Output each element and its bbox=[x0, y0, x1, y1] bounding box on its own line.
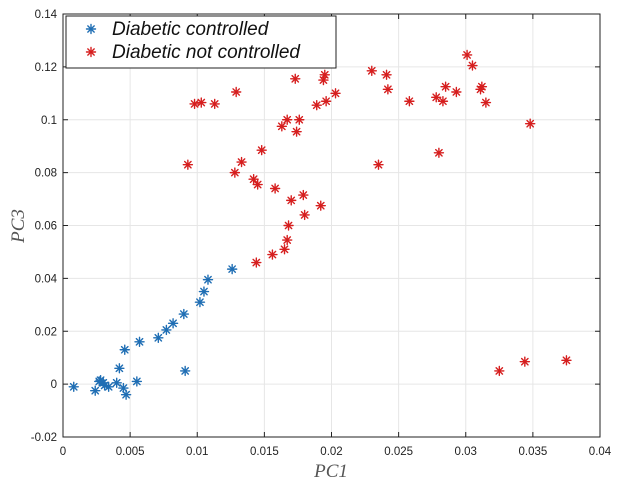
data-point-diabetic-not-controlled bbox=[451, 86, 462, 98]
data-point-diabetic-not-controlled bbox=[298, 189, 309, 201]
y-tick-label: 0.12 bbox=[35, 62, 57, 74]
data-point-diabetic-not-controlled bbox=[286, 195, 297, 206]
data-point-diabetic-not-controlled bbox=[382, 84, 394, 95]
data-point-diabetic-not-controlled bbox=[519, 356, 531, 367]
data-point-diabetic-not-controlled bbox=[467, 60, 478, 71]
data-point-diabetic-controlled bbox=[161, 324, 172, 336]
data-point-diabetic-controlled bbox=[167, 318, 179, 329]
y-tick-label: 0.1 bbox=[41, 115, 57, 127]
x-tick-label: 0.005 bbox=[116, 446, 145, 458]
y-tick-label: 0.02 bbox=[35, 326, 57, 338]
data-point-diabetic-not-controlled bbox=[299, 209, 310, 221]
data-point-diabetic-not-controlled bbox=[461, 49, 473, 61]
data-point-diabetic-controlled bbox=[99, 380, 110, 391]
y-axis-label: PC3 bbox=[8, 209, 29, 244]
data-point-diabetic-controlled bbox=[111, 377, 122, 389]
data-point-diabetic-not-controlled bbox=[236, 156, 247, 168]
y-tick-label: 0 bbox=[51, 379, 57, 391]
y-tick-label: 0.14 bbox=[35, 9, 58, 21]
data-point-diabetic-controlled bbox=[226, 263, 238, 275]
data-point-diabetic-not-controlled bbox=[404, 96, 415, 107]
data-point-diabetic-controlled bbox=[198, 286, 210, 297]
y-tick-label: 0.04 bbox=[35, 273, 58, 285]
data-point-diabetic-controlled bbox=[120, 389, 132, 400]
y-tick-label: 0.08 bbox=[35, 168, 57, 180]
data-point-diabetic-controlled bbox=[153, 332, 164, 344]
data-point-diabetic-not-controlled bbox=[366, 65, 377, 77]
legend-marker-diabetic-not-controlled bbox=[85, 46, 97, 58]
x-tick-label: 0.035 bbox=[518, 446, 547, 458]
plot-frame bbox=[62, 13, 601, 438]
legend-box bbox=[65, 15, 337, 69]
legend-label-diabetic-not-controlled: Diabetic not controlled bbox=[112, 42, 301, 63]
data-point-diabetic-not-controlled bbox=[494, 365, 505, 377]
data-point-diabetic-controlled bbox=[131, 376, 143, 387]
data-point-diabetic-not-controlled bbox=[315, 200, 326, 211]
data-point-diabetic-not-controlled bbox=[433, 147, 445, 158]
y-tick-label: -0.02 bbox=[31, 432, 57, 444]
data-point-diabetic-not-controlled bbox=[230, 86, 242, 98]
data-point-diabetic-not-controlled bbox=[276, 121, 288, 132]
x-tick-label: 0.03 bbox=[455, 446, 477, 458]
data-point-diabetic-not-controlled bbox=[252, 179, 263, 190]
legend-marker-star bbox=[85, 23, 97, 35]
data-point-diabetic-not-controlled bbox=[294, 114, 305, 125]
x-tick-label: 0.025 bbox=[384, 446, 413, 458]
data-point-diabetic-controlled bbox=[134, 336, 145, 348]
data-point-diabetic-not-controlled bbox=[291, 126, 302, 137]
data-point-diabetic-controlled bbox=[202, 274, 214, 285]
x-tick-label: 0.015 bbox=[250, 446, 279, 458]
data-point-diabetic-not-controlled bbox=[319, 69, 330, 81]
legend-marker-diabetic-controlled bbox=[85, 23, 97, 35]
data-point-diabetic-not-controlled bbox=[283, 220, 294, 231]
data-point-diabetic-not-controlled bbox=[182, 159, 194, 170]
data-point-diabetic-not-controlled bbox=[269, 183, 281, 194]
data-point-diabetic-not-controlled bbox=[267, 249, 278, 260]
data-point-diabetic-not-controlled bbox=[561, 355, 572, 366]
data-point-diabetic-not-controlled bbox=[311, 100, 322, 111]
x-axis-label: PC1 bbox=[313, 461, 348, 482]
data-point-diabetic-controlled bbox=[179, 365, 191, 377]
data-point-diabetic-not-controlled bbox=[248, 174, 259, 185]
data-point-diabetic-not-controlled bbox=[373, 159, 384, 170]
data-point-diabetic-controlled bbox=[119, 344, 130, 355]
data-points bbox=[68, 49, 572, 400]
data-point-diabetic-not-controlled bbox=[440, 81, 451, 92]
x-tick-label: 0.04 bbox=[589, 446, 612, 458]
x-tick-label: 0 bbox=[60, 446, 66, 458]
data-point-diabetic-not-controlled bbox=[476, 81, 488, 92]
data-point-diabetic-not-controlled bbox=[196, 97, 207, 108]
y-tick-label: 0.06 bbox=[35, 221, 57, 233]
data-point-diabetic-not-controlled bbox=[281, 234, 293, 246]
data-point-diabetic-not-controlled bbox=[229, 167, 241, 178]
data-point-diabetic-not-controlled bbox=[189, 98, 200, 110]
data-point-diabetic-not-controlled bbox=[209, 98, 220, 110]
data-point-diabetic-not-controlled bbox=[330, 88, 341, 99]
data-point-diabetic-controlled bbox=[178, 308, 190, 320]
data-point-diabetic-not-controlled bbox=[279, 244, 290, 255]
legend-label-diabetic-controlled: Diabetic controlled bbox=[112, 19, 270, 40]
legend: Diabetic controlled Diabetic not control… bbox=[65, 15, 337, 69]
data-point-diabetic-not-controlled bbox=[320, 96, 332, 107]
data-point-diabetic-controlled bbox=[68, 381, 79, 392]
data-point-diabetic-not-controlled bbox=[524, 118, 536, 129]
data-point-diabetic-not-controlled bbox=[251, 257, 262, 268]
x-tick-label: 0.01 bbox=[186, 446, 208, 458]
x-tick-label: 0.02 bbox=[320, 446, 342, 458]
legend-marker-star bbox=[85, 46, 97, 58]
data-point-diabetic-controlled bbox=[103, 381, 114, 392]
tick-labels: 0 0.005 0.01 0.015 0.02 0.025 0.03 0.035 0.04 -0.… bbox=[31, 9, 612, 458]
data-point-diabetic-not-controlled bbox=[437, 96, 449, 107]
data-point-diabetic-controlled bbox=[90, 385, 101, 396]
data-point-diabetic-not-controlled bbox=[480, 97, 492, 108]
data-point-diabetic-not-controlled bbox=[256, 144, 267, 156]
data-point-diabetic-not-controlled bbox=[281, 114, 293, 125]
data-point-diabetic-not-controlled bbox=[381, 69, 392, 81]
data-point-diabetic-controlled bbox=[114, 363, 125, 374]
data-point-diabetic-not-controlled bbox=[431, 92, 442, 103]
data-point-diabetic-not-controlled bbox=[290, 73, 301, 84]
data-point-diabetic-controlled bbox=[194, 296, 206, 308]
